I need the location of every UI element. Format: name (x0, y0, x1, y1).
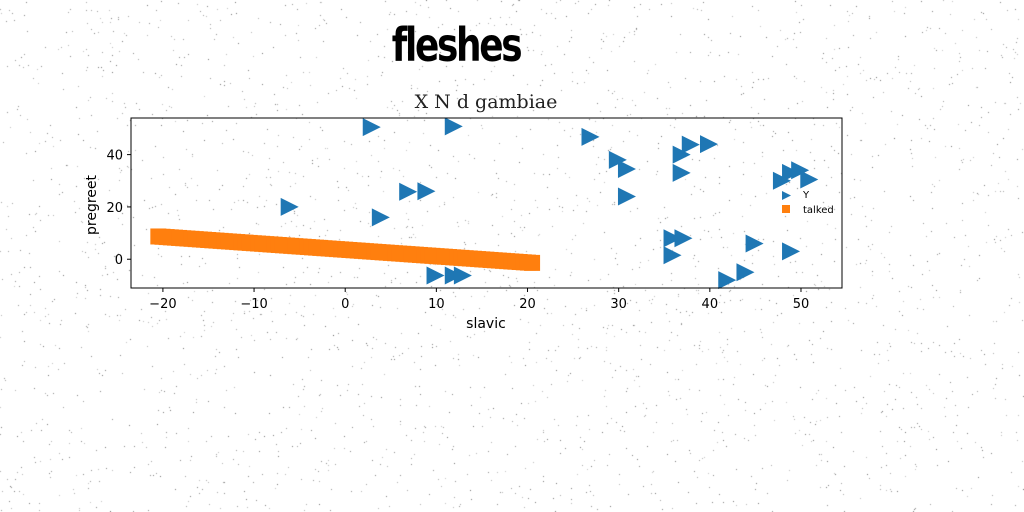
x-tick-label: −20 (149, 297, 176, 312)
x-tick-label: 10 (428, 297, 445, 312)
y-triangle-marker (280, 197, 299, 216)
series-y (280, 117, 819, 290)
y-triangle-marker (426, 266, 445, 285)
x-tick-label: 50 (793, 297, 810, 312)
y-triangle-marker (663, 229, 682, 248)
y-triangle-marker (672, 145, 691, 164)
y-triangle-marker (608, 150, 627, 169)
talked-square-marker (524, 254, 541, 271)
legend-marker-talked (782, 205, 790, 213)
legend: Y talked (782, 190, 834, 216)
chart-title: X N d gambiae (414, 91, 558, 113)
y-triangle-marker (800, 170, 819, 189)
x-tick-label: −10 (240, 297, 267, 312)
y-triangle-marker (745, 234, 764, 253)
y-triangle-marker (417, 182, 436, 201)
legend-label-talked: talked (803, 205, 834, 216)
y-tick-label: 0 (115, 253, 123, 268)
y-triangle-marker (674, 229, 693, 248)
y-tick-label: 20 (106, 201, 123, 216)
y-triangle-marker (672, 163, 691, 182)
series-talked (150, 228, 541, 271)
y-triangle-marker (782, 242, 801, 261)
x-tick-label: 30 (610, 297, 627, 312)
x-tick-label: 20 (519, 297, 536, 312)
y-triangle-marker (453, 266, 472, 285)
x-axis-ticks: −20 −10 0 10 20 30 40 50 (149, 288, 809, 312)
legend-marker-y (782, 191, 791, 200)
y-tick-label: 40 (106, 149, 123, 164)
y-triangle-marker (681, 135, 700, 154)
y-triangle-marker (700, 135, 719, 154)
y-axis-ticks: 0 20 40 (106, 149, 131, 268)
y-triangle-marker (444, 266, 463, 285)
y-triangle-marker (399, 182, 418, 201)
y-triangle-marker (718, 271, 737, 290)
y-axis-label: pregreet (84, 174, 100, 235)
figure-title: fleshes (391, 18, 523, 72)
y-triangle-marker (663, 246, 682, 265)
legend-label-y: Y (802, 190, 810, 201)
y-triangle-marker (617, 187, 636, 206)
y-triangle-marker (772, 171, 791, 190)
y-triangle-marker (736, 263, 755, 282)
y-triangle-marker (581, 127, 600, 146)
y-triangle-marker (371, 208, 390, 227)
y-triangle-marker (444, 117, 463, 136)
y-triangle-marker (617, 160, 636, 178)
x-tick-label: 0 (341, 297, 349, 312)
y-triangle-marker (782, 163, 801, 182)
x-axis-label: slavic (466, 316, 506, 332)
y-triangle-marker (362, 118, 381, 137)
x-tick-label: 40 (702, 297, 719, 312)
plot-frame (130, 117, 843, 289)
y-triangle-marker (791, 161, 810, 180)
